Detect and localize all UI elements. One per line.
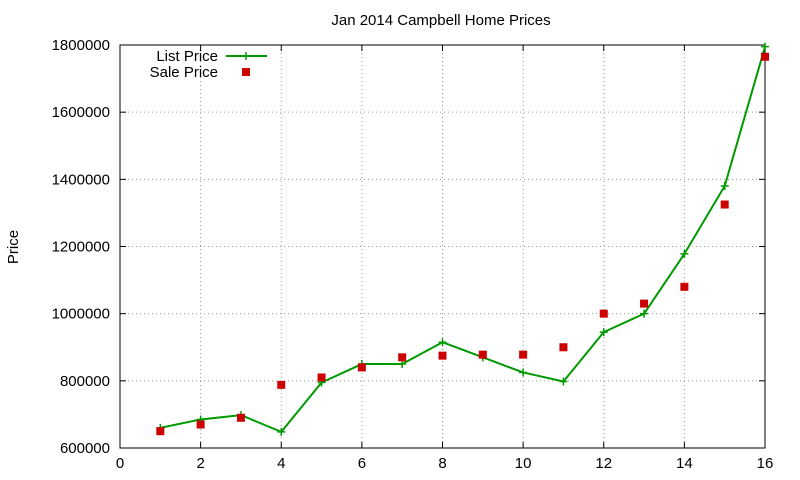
y-tick-label: 800000	[60, 373, 110, 390]
sale-price-point	[761, 52, 769, 61]
sale-price-point	[438, 351, 447, 360]
sale-price-point	[559, 343, 568, 352]
sale-price-point	[398, 353, 407, 362]
y-tick-label: 1800000	[52, 37, 110, 54]
axis-ticks: 0 2 4 6 8 10 12 14 16 600000 800000 1000000 1200000 1…	[52, 37, 774, 472]
sale-price-point	[519, 350, 528, 359]
x-tick-label: 10	[515, 455, 532, 472]
x-tick-label: 12	[595, 455, 612, 472]
sale-price-point	[277, 380, 286, 389]
list-price-point	[519, 368, 528, 377]
data-series	[156, 42, 769, 436]
sale-price-point	[640, 299, 649, 308]
list-price-point	[720, 182, 729, 191]
list-price-point	[599, 328, 608, 337]
y-tick-label: 1600000	[52, 104, 110, 121]
sale-price-point	[357, 363, 366, 372]
list-price-point	[559, 377, 568, 386]
sale-price-point	[720, 200, 729, 209]
list-price-point	[640, 309, 649, 318]
legend-plus-marker	[242, 52, 250, 60]
x-tick-label: 16	[757, 455, 774, 472]
sale-price-point	[317, 373, 326, 382]
x-tick-label: 8	[438, 455, 446, 472]
y-tick-label: 1200000	[52, 239, 110, 256]
x-tick-label: 4	[277, 455, 285, 472]
sale-price-point	[156, 427, 165, 436]
sale-price-point	[680, 282, 689, 291]
sale-price-point	[196, 420, 205, 429]
x-tick-label: 14	[676, 455, 693, 472]
sale-price-point	[236, 413, 245, 422]
list-price-line	[160, 46, 766, 433]
y-tick-label: 1400000	[52, 171, 110, 188]
x-tick-label: 2	[196, 455, 204, 472]
list-price-point	[438, 338, 447, 347]
list-price-point	[277, 427, 286, 436]
list-price-point	[398, 360, 407, 369]
x-tick-label: 6	[358, 455, 366, 472]
sale-price-point	[478, 350, 487, 359]
y-tick-label: 600000	[60, 440, 110, 457]
legend-label: List Price	[156, 48, 218, 65]
y-tick-label: 1000000	[52, 306, 110, 323]
list-price-point	[680, 249, 689, 258]
sale-price-point	[599, 309, 608, 318]
legend-square-marker	[242, 68, 250, 76]
y-axis-label: Price	[5, 230, 22, 264]
list-price-point	[761, 42, 769, 51]
chart-title: Jan 2014 Campbell Home Prices	[331, 12, 550, 29]
x-tick-label: 0	[116, 455, 124, 472]
legend-label: Sale Price	[150, 64, 218, 81]
